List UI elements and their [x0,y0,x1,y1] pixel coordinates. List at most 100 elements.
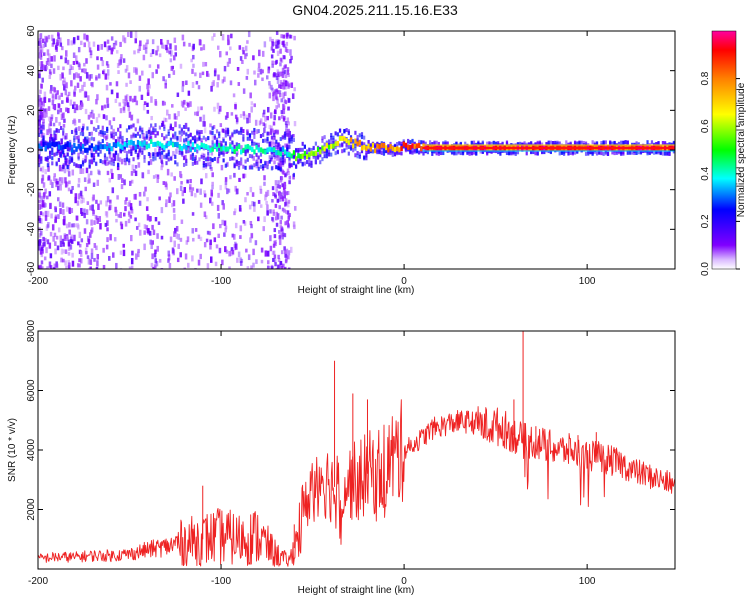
noise-cell [219,105,222,112]
noise-cell [42,65,45,71]
ridge-cell [235,146,239,152]
band-cell [668,151,671,156]
band-cell [150,135,153,140]
noise-cell [289,59,292,64]
band-cell [117,153,120,158]
noise-cell [231,250,235,256]
noise-cell [171,247,175,254]
band-cell [246,136,249,141]
noise-cell [130,115,133,121]
noise-cell [38,192,41,198]
noise-cell [282,263,285,268]
noise-cell [74,193,78,200]
noise-cell [57,197,60,202]
noise-cell [66,59,70,65]
noise-cell [42,182,46,188]
band-cell [253,141,256,146]
noise-cell [54,178,58,184]
noise-cell [165,199,168,204]
band-cell [84,137,87,142]
noise-cell [276,264,280,269]
band-cell [279,167,282,172]
band-cell [286,147,289,152]
noise-cell [90,109,94,114]
y-tick-label: 40 [26,65,37,77]
noise-cell [269,209,272,214]
noise-cell [75,135,79,140]
band-cell [150,131,153,136]
band-cell [284,131,287,136]
noise-cell [42,97,46,103]
noise-cell [98,170,101,176]
band-cell [211,158,214,163]
ridge-cell [130,139,133,145]
noise-cell [54,206,57,211]
noise-cell [49,121,52,127]
noise-cell [130,206,133,211]
band-cell [70,144,74,149]
ridge-cell [136,139,140,145]
noise-cell [53,173,56,177]
noise-cell [90,219,93,226]
ridge-cell [121,145,124,151]
band-cell [226,132,230,137]
band-cell [600,151,603,156]
noise-cell [48,261,52,268]
noise-cell [274,239,277,244]
noise-cell [116,92,119,99]
band-cell [378,150,381,155]
noise-cell [113,44,116,49]
band-cell [376,150,379,155]
noise-cell [44,41,47,47]
noise-cell [279,57,283,62]
noise-cell [41,199,45,206]
noise-cell [131,98,135,103]
band-cell [446,141,449,146]
noise-cell [72,52,76,58]
band-cell [303,144,306,149]
ridge-cell [171,142,175,148]
ridge-cell [378,144,381,150]
noise-cell [49,89,53,94]
noise-cell [282,34,286,39]
band-cell [119,147,122,152]
ridge-cell [66,142,69,148]
noise-cell [133,96,136,102]
noise-cell [157,221,161,225]
ridge-cell [224,146,228,152]
noise-cell [287,215,291,220]
band-cell [202,163,205,168]
noise-cell [278,234,282,239]
noise-cell [279,62,282,67]
band-cell [290,163,293,168]
y-tick-label: 0 [26,147,37,153]
noise-cell [42,118,45,124]
noise-cell [243,221,247,226]
band-cell [97,152,100,157]
band-cell [352,139,355,144]
noise-cell [229,80,233,86]
band-cell [92,158,96,163]
noise-cell [248,204,252,210]
noise-cell [172,208,176,213]
noise-cell [108,120,112,126]
noise-cell [280,71,283,77]
y-tick-label: -40 [26,222,37,237]
band-cell [222,128,225,133]
band-cell [97,141,100,146]
noise-cell [88,267,91,269]
band-cell [48,140,52,145]
noise-cell [172,200,176,207]
band-cell [347,129,350,134]
band-cell [613,140,616,145]
noise-cell [75,72,78,78]
noise-cell [184,154,187,159]
noise-cell [67,247,71,251]
band-cell [112,162,115,167]
noise-cell [194,228,198,232]
noise-cell [212,125,216,129]
noise-cell [202,44,206,51]
band-cell [525,151,528,156]
band-cell [332,135,335,140]
